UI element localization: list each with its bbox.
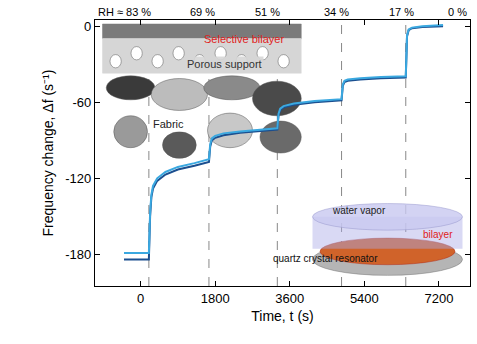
svg-text:water vapor: water vapor <box>332 205 386 216</box>
svg-text:0: 0 <box>137 291 144 306</box>
svg-text:Selective bilayer: Selective bilayer <box>204 33 284 45</box>
svg-text:bilayer: bilayer <box>423 229 453 240</box>
svg-text:3600: 3600 <box>275 291 304 306</box>
svg-text:51 %: 51 % <box>255 6 280 18</box>
svg-text:Porous support: Porous support <box>187 58 262 70</box>
svg-text:-60: -60 <box>73 95 92 110</box>
svg-text:5400: 5400 <box>350 291 379 306</box>
svg-text:RH ≈ 83 %: RH ≈ 83 % <box>98 6 151 18</box>
svg-text:7200: 7200 <box>424 291 453 306</box>
svg-text:17 %: 17 % <box>389 6 414 18</box>
svg-text:Time, t (s): Time, t (s) <box>251 308 313 324</box>
svg-text:-180: -180 <box>65 247 91 262</box>
svg-text:0: 0 <box>84 19 91 34</box>
svg-text:0 %: 0 % <box>448 6 467 18</box>
svg-text:1800: 1800 <box>201 291 230 306</box>
svg-text:Frequency change, Δf (s⁻¹): Frequency change, Δf (s⁻¹) <box>40 70 56 237</box>
svg-text:-120: -120 <box>65 171 91 186</box>
svg-text:34 %: 34 % <box>324 6 349 18</box>
svg-text:quartz crystal resonator: quartz crystal resonator <box>273 253 378 264</box>
svg-text:69 %: 69 % <box>190 6 215 18</box>
svg-text:Fabric: Fabric <box>153 118 184 130</box>
